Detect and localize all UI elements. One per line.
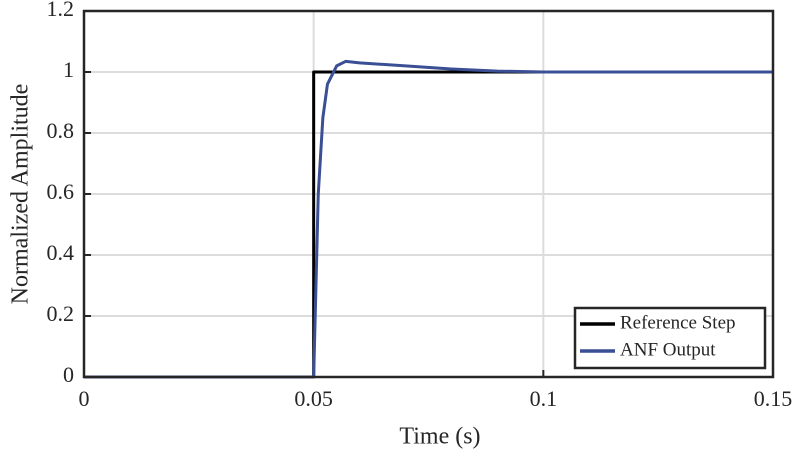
legend: Reference Step ANF Output [573,306,767,370]
y-tick-label: 0.6 [47,179,75,204]
axes-frame [82,9,775,379]
y-tick-label: 1 [63,57,74,82]
y-tick-label: 0.2 [47,301,75,326]
y-tick-label: 0 [63,362,74,387]
x-axis-label: Time (s) [399,424,480,450]
data-line [84,59,773,379]
y-tick-label: 0.8 [47,118,75,143]
y-tick-label: 1.2 [47,0,75,21]
x-tick-label: 0.05 [294,386,333,411]
x-tick-label: 0 [79,386,90,411]
x-tick-label: 0.15 [754,386,793,411]
y-axis-label: Normalized Amplitude [8,84,34,305]
legend-label: ANF Output [620,339,716,360]
x-tick-label: 0.1 [530,386,558,411]
legend-box [573,306,767,370]
legend-label: Reference Step [620,312,736,333]
y-tick-label: 0.4 [47,240,75,265]
